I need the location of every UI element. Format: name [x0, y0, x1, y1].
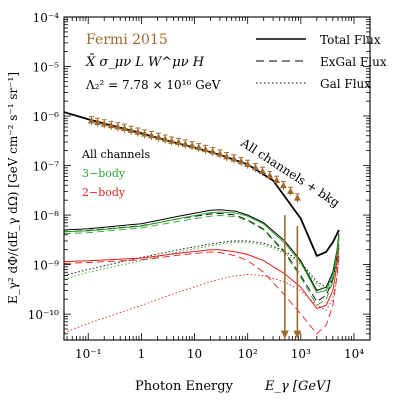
fermi-data-point — [120, 124, 128, 132]
x-axis-label: Photon Energy — [135, 379, 234, 394]
fermi-data-point — [251, 163, 259, 171]
series-line — [64, 251, 340, 335]
fermi-data-point — [155, 133, 163, 140]
fermi-data-point — [209, 147, 217, 155]
series-line — [64, 212, 340, 302]
fermi-data-point — [259, 167, 267, 174]
y-tick-label: 10⁻⁸ — [33, 209, 60, 223]
legend-label-exgal: ExGal Flux — [320, 55, 387, 69]
fermi-data-point — [134, 128, 142, 135]
fermi-data-point — [148, 131, 156, 139]
legend-label-total: Total Flux — [320, 33, 381, 47]
three-body-label: 3−body — [82, 167, 126, 180]
series-line — [64, 241, 340, 291]
fermi-data-point — [181, 140, 189, 147]
fermi-data-point — [161, 135, 169, 142]
fermi-data-point — [188, 141, 196, 149]
fermi-upper-limit-head — [293, 330, 302, 339]
fermi-data-point — [201, 145, 209, 153]
fermi-data-point — [223, 152, 231, 160]
y-tick-label: 10⁻⁷ — [33, 160, 60, 174]
y-tick-label: 10⁻⁶ — [33, 110, 60, 124]
y-tick-label: 10⁻⁹ — [33, 259, 60, 273]
axis-ticks — [64, 16, 371, 341]
y-tick-label: 10⁻⁵ — [33, 61, 60, 75]
fermi-upper-limit-head — [280, 330, 289, 339]
fermi-data-point — [168, 137, 176, 144]
series-line — [64, 211, 340, 294]
x-axis-symbol: E_γ [GeV] — [264, 379, 331, 394]
fermi-data-point — [287, 187, 295, 194]
fermi-data-point — [175, 138, 183, 146]
fermi-data-point — [87, 116, 95, 124]
x-tick-label: 10³ — [291, 347, 311, 361]
x-tick-label: 10² — [238, 347, 258, 361]
fermi-data-point — [127, 126, 135, 134]
fermi-data-point — [114, 123, 122, 130]
x-tick-label: 10 — [187, 347, 202, 361]
x-tick-label: 1 — [138, 347, 146, 361]
y-tick-label: 10⁻¹⁰ — [28, 308, 59, 322]
fermi-data-point — [237, 157, 245, 165]
dataset-label: Fermi 2015 — [86, 32, 168, 48]
legend-label-gal: Gal Flux — [320, 77, 371, 91]
x-tick-label: 10⁻¹ — [75, 347, 101, 361]
fermi-data-point — [266, 171, 274, 179]
fermi-data-point — [107, 121, 115, 129]
fermi-data-point — [293, 194, 301, 201]
fermi-data-points — [87, 116, 302, 339]
operator-label: X̄ σ_μν L W^μν H — [85, 54, 205, 70]
fermi-data-point — [94, 118, 102, 126]
two-body-label: 2−body — [82, 186, 126, 199]
legend: Total Flux ExGal Flux Gal Flux — [256, 33, 387, 91]
all-channels-label: All channels — [81, 148, 150, 161]
fermi-data-point — [279, 181, 287, 189]
fermi-data-point — [195, 143, 203, 151]
tick-labels: 10⁻¹ 1 10 10² 10³ 10⁴ 10⁻¹⁰ 10⁻⁹ 10⁻⁸ 10⁻⁷ 10⁻⁶ 10⁻… — [28, 11, 364, 361]
fermi-data-point — [141, 130, 149, 137]
bkg-curve-label: All channels + bkg — [238, 135, 343, 210]
fermi-data-point — [244, 160, 252, 168]
fermi-data-point — [100, 120, 108, 127]
y-tick-label: 10⁻⁴ — [33, 11, 60, 25]
series-line — [64, 247, 340, 309]
fermi-data-point — [273, 176, 281, 183]
y-axis-label: E_γ² dΦ/(dE_γ dΩ) [GeV cm⁻² s⁻¹ sr⁻¹] — [6, 72, 20, 304]
lambda-label: Λ₂² = 7.78 × 10¹⁶ GeV — [85, 78, 221, 92]
fermi-data-point — [216, 150, 224, 157]
plot-frame — [63, 16, 371, 341]
x-tick-label: 10⁴ — [344, 347, 364, 361]
series-line — [64, 209, 340, 291]
fermi-data-point — [230, 155, 238, 162]
